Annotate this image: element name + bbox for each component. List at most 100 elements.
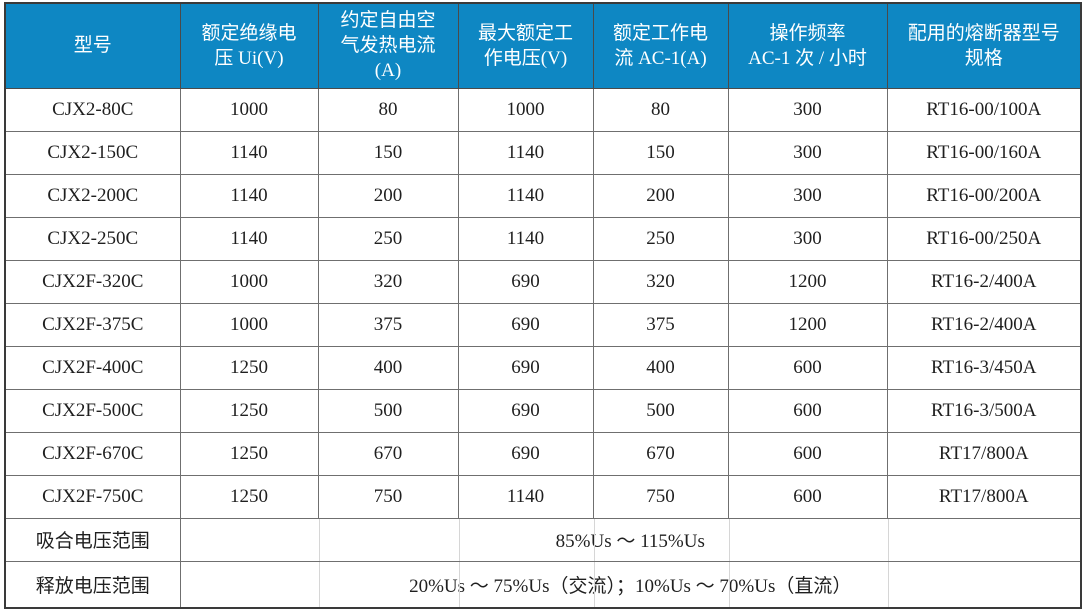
table-row: CJX2-80C 1000 80 1000 80 300 RT16-00/100A: [4, 87, 1082, 132]
value-cell: 690: [457, 345, 594, 390]
value-cell: 1200: [727, 259, 888, 304]
value-cell: 600: [727, 474, 888, 519]
value-cell: 1140: [179, 216, 319, 261]
table-row: CJX2-150C 1140 150 1140 150 300 RT16-00/160A: [4, 130, 1082, 175]
value-cell: RT16-00/160A: [886, 130, 1082, 175]
value-cell: 300: [727, 216, 888, 261]
table-body: CJX2-80C 1000 80 1000 80 300 RT16-00/100A CJX2-…: [4, 87, 1082, 609]
value-cell: RT17/800A: [886, 431, 1082, 476]
value-cell: 150: [592, 130, 729, 175]
column-header-line: AC-1 次 / 小时: [748, 47, 867, 69]
value-cell: 1250: [179, 474, 319, 519]
column-divider-ghost: [887, 519, 889, 560]
column-header-line: 流 AC-1(A): [614, 47, 707, 69]
model-cell: CJX2-250C: [4, 216, 181, 261]
value-cell: 690: [457, 388, 594, 433]
column-header-max-rated-working-voltage: 最大额定工作电压(V): [457, 2, 594, 89]
footer-value-text: 85%Us ～ 115%Us: [555, 531, 705, 552]
value-cell: 600: [727, 431, 888, 476]
value-cell: 1000: [457, 87, 594, 132]
value-cell: 1000: [179, 259, 319, 304]
value-cell: 1250: [179, 431, 319, 476]
model-cell: CJX2-80C: [4, 87, 181, 132]
footer-label-cell: 吸合电压范围: [4, 517, 181, 562]
column-header-line: 压 Ui(V): [214, 47, 284, 69]
column-header-line: 额定绝缘电: [201, 22, 297, 44]
column-header-free-air-thermal-current: 约定自由空气发热电流 (A): [317, 2, 459, 89]
value-cell: RT16-2/400A: [886, 302, 1082, 347]
value-cell: 670: [592, 431, 729, 476]
column-header-line: 型号: [73, 35, 112, 57]
value-cell: 1140: [457, 173, 594, 218]
value-cell: 1200: [727, 302, 888, 347]
value-cell: 1140: [457, 216, 594, 261]
value-cell: 300: [727, 173, 888, 218]
column-header-line: 作电压(V): [483, 47, 568, 69]
table-row: CJX2F-500C 1250 500 690 500 600 RT16-3/500A: [4, 388, 1082, 433]
value-cell: 250: [592, 216, 729, 261]
value-cell: 150: [317, 130, 459, 175]
value-cell: 1000: [179, 302, 319, 347]
column-header-rated-insulation-voltage: 额定绝缘电压 Ui(V): [179, 2, 319, 89]
table-row: CJX2F-320C 1000 320 690 320 1200 RT16-2/400A: [4, 259, 1082, 304]
column-header-line: 额定工作电: [612, 22, 708, 44]
value-cell: RT16-00/250A: [886, 216, 1082, 261]
column-header-line: 操作频率: [769, 22, 846, 44]
column-header-rated-working-current-ac1: 额定工作电流 AC-1(A): [592, 2, 729, 89]
value-cell: 1000: [179, 87, 319, 132]
value-cell: RT16-00/200A: [886, 173, 1082, 218]
column-header-line: 规格: [964, 47, 1003, 69]
column-header-line: 最大额定工: [477, 22, 573, 44]
value-cell: 300: [727, 130, 888, 175]
value-cell: 80: [317, 87, 459, 132]
value-cell: 320: [592, 259, 729, 304]
table-row: CJX2-200C 1140 200 1140 200 300 RT16-00/200A: [4, 173, 1082, 218]
value-cell: 1140: [457, 130, 594, 175]
column-header-line: (A): [374, 60, 402, 82]
table-row: CJX2F-670C 1250 670 690 670 600 RT17/800A: [4, 431, 1082, 476]
contactor-spec-table: 型号 额定绝缘电压 Ui(V) 约定自由空 气发热电流 (A) 最大额定工 作电压(V) 额定…: [4, 2, 1082, 609]
value-cell: RT16-3/450A: [886, 345, 1082, 390]
footer-label-cell: 释放电压范围: [4, 560, 181, 609]
footer-row: 吸合电压范围 85%Us ～ 115%Us: [4, 517, 1082, 562]
value-cell: 375: [317, 302, 459, 347]
value-cell: 690: [457, 302, 594, 347]
value-cell: 600: [727, 388, 888, 433]
column-header-operating-frequency: 操作频率 AC-1 次 / 小时: [727, 2, 888, 89]
value-cell: 750: [592, 474, 729, 519]
value-cell: 320: [317, 259, 459, 304]
column-header-line: 气发热电流: [340, 35, 436, 57]
model-cell: CJX2F-375C: [4, 302, 181, 347]
value-cell: 1250: [179, 388, 319, 433]
table-row: CJX2F-400C 1250 400 690 400 600 RT16-3/450A: [4, 345, 1082, 390]
column-header-line: 约定自由空: [340, 10, 436, 32]
model-cell: CJX2F-500C: [4, 388, 181, 433]
column-divider-ghost: [318, 562, 320, 607]
value-cell: 1140: [179, 173, 319, 218]
value-cell: RT16-2/400A: [886, 259, 1082, 304]
footer-row: 释放电压范围 20%Us ～ 75%Us（交流）；10%Us ～ 70%Us（直流…: [4, 560, 1082, 609]
header-row: 型号 额定绝缘电压 Ui(V) 约定自由空 气发热电流 (A) 最大额定工 作电压(V) 额定…: [4, 2, 1082, 89]
value-cell: 400: [592, 345, 729, 390]
value-cell: 80: [592, 87, 729, 132]
value-cell: 400: [317, 345, 459, 390]
value-cell: RT16-3/500A: [886, 388, 1082, 433]
column-divider-ghost: [318, 519, 320, 560]
value-cell: 200: [592, 173, 729, 218]
value-cell: 1250: [179, 345, 319, 390]
value-cell: 250: [317, 216, 459, 261]
column-divider-ghost: [728, 519, 730, 560]
value-cell: RT16-00/100A: [886, 87, 1082, 132]
value-cell: RT17/800A: [886, 474, 1082, 519]
model-cell: CJX2F-400C: [4, 345, 181, 390]
footer-value-cell: 20%Us ～ 75%Us（交流）；10%Us ～ 70%Us（直流）: [179, 560, 1082, 609]
model-cell: CJX2-150C: [4, 130, 181, 175]
column-divider-ghost: [887, 562, 889, 607]
model-cell: CJX2F-750C: [4, 474, 181, 519]
table-row: CJX2F-375C 1000 375 690 375 1200 RT16-2/400A: [4, 302, 1082, 347]
footer-value-text: 20%Us ～ 75%Us（交流）；10%Us ～ 70%Us（直流）: [409, 575, 852, 597]
table-row: CJX2-250C 1140 250 1140 250 300 RT16-00/250A: [4, 216, 1082, 261]
value-cell: 500: [317, 388, 459, 433]
model-cell: CJX2-200C: [4, 173, 181, 218]
